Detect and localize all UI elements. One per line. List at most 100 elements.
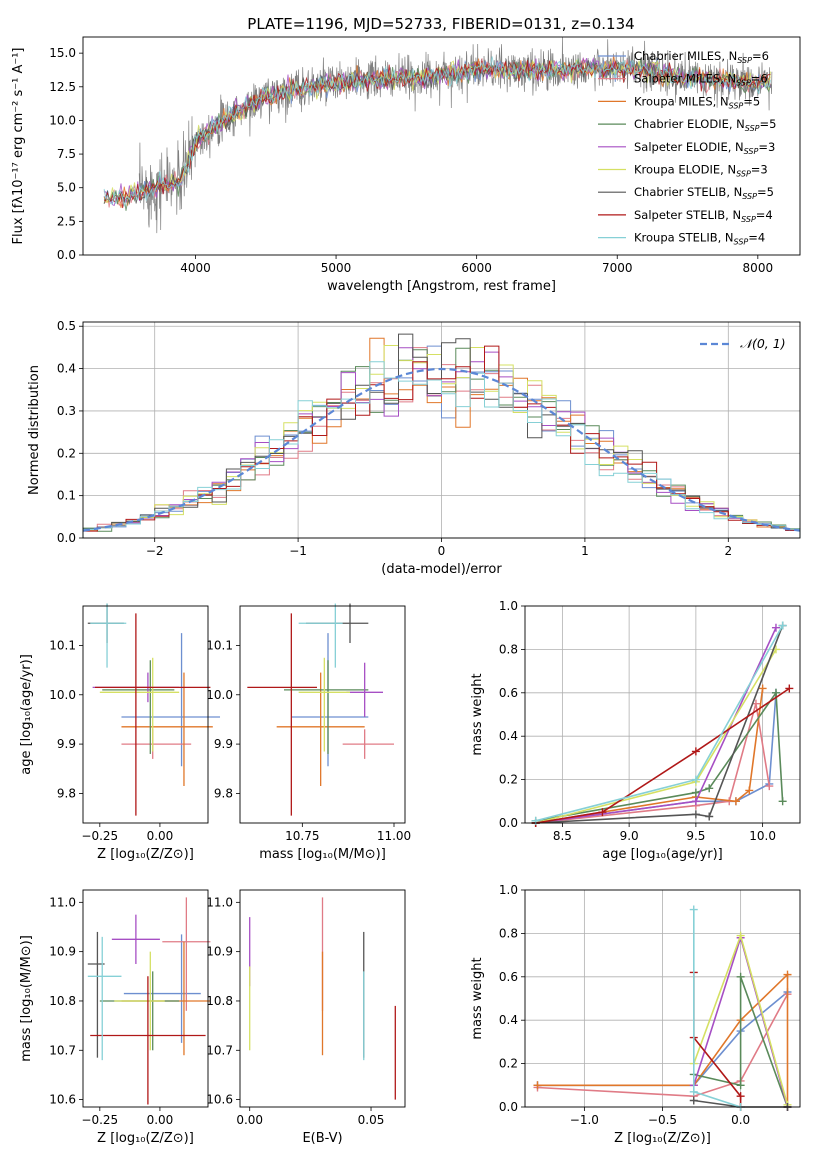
data-point-marker <box>736 1081 745 1090</box>
panel-3: −0.25 0.00 9.8 9.9 10.0 10.1 Z [log₁₀(Z/Z⊙)] ag… <box>19 603 221 862</box>
y-tick-label: 10.7 <box>206 1043 233 1057</box>
data-point-marker <box>736 1092 745 1101</box>
panel-4: 10.75 11.00 9.8 9.9 10.0 10.1 mass [log₁₀(M/M⊙… <box>206 603 411 862</box>
y-tick-label: 10.6 <box>206 1093 233 1107</box>
y-axis-label: Normed distribution <box>27 365 42 495</box>
legend-entry: Salpeter ELODIE, NSSP=3 <box>634 140 775 156</box>
normal-reference-curve <box>82 367 801 532</box>
data-point-marker <box>771 688 780 697</box>
y-tick-label: 0.3 <box>57 404 76 418</box>
y-tick-label: 11.0 <box>49 895 76 909</box>
data-point-marker <box>745 786 754 795</box>
data-point-marker <box>598 808 607 817</box>
y-tick-label: 10.0 <box>206 688 233 702</box>
legend-entry: 𝒩(0, 1) <box>740 336 786 351</box>
x-axis-label: Z [log₁₀(Z/Z⊙)] <box>97 1131 194 1146</box>
x-axis-label: wavelength [Angstrom, rest frame] <box>327 279 556 294</box>
y-tick-label: 0.4 <box>57 362 76 376</box>
y-tick-label: 9.9 <box>214 737 233 751</box>
axes-frame <box>82 889 209 1108</box>
x-tick-label: 4000 <box>180 261 211 275</box>
y-tick-label: 10.1 <box>49 638 76 652</box>
data-point-marker <box>705 784 714 793</box>
y-tick-label: 0.2 <box>57 446 76 460</box>
panel-8: −1.0 −0.5 0.0 0.0 0.2 0.4 0.6 0.8 1.0 Z [log₁₀(Z/… <box>470 883 801 1146</box>
errorbar-point <box>342 729 394 759</box>
y-axis-label: mass weight <box>470 673 485 755</box>
errorbar-point <box>121 672 213 787</box>
series-path <box>535 625 784 824</box>
y-tick-label: 10.0 <box>49 688 76 702</box>
data-point-marker <box>533 1081 542 1090</box>
y-tick-label: 10.8 <box>49 994 76 1008</box>
y-tick-label: 0.2 <box>499 773 518 787</box>
data-point-marker <box>691 775 700 784</box>
x-tick-label: 8000 <box>743 261 774 275</box>
x-tick-label: 8.5 <box>553 829 572 843</box>
x-axis-label: Z [log₁₀(Z/Z⊙)] <box>614 1131 711 1146</box>
model-spectrum-line <box>104 60 771 209</box>
data-point-marker <box>778 621 787 630</box>
y-tick-label: 0.4 <box>499 1013 518 1027</box>
errorbar-point <box>162 897 211 1011</box>
plot-area <box>87 603 221 816</box>
y-tick-label: 1.0 <box>499 883 518 897</box>
plot-area <box>533 905 792 1111</box>
errorbar-point <box>123 934 201 1043</box>
x-axis-label: Z [log₁₀(Z/Z⊙)] <box>97 847 194 862</box>
axes-frame <box>524 605 801 824</box>
errorbar-point <box>90 603 127 668</box>
x-tick-label: 2 <box>724 544 732 558</box>
legend: 𝒩(0, 1) <box>700 336 786 351</box>
x-tick-label: −0.25 <box>81 829 118 843</box>
data-point-marker <box>778 797 787 806</box>
x-tick-label: 9.5 <box>686 829 705 843</box>
data-point-marker <box>691 810 700 819</box>
y-axis-label: mass [log₁₀(M/M⊙)] <box>19 935 34 1062</box>
x-tick-label: 1 <box>581 544 589 558</box>
figure-title: PLATE=1196, MJD=52733, FIBERID=0131, z=0… <box>247 15 634 33</box>
x-tick-label: −0.25 <box>81 1113 118 1127</box>
panel-2: −2 −1 0 1 2 0.0 0.1 0.2 0.3 0.4 0.5 (data-model)/er… <box>27 319 801 577</box>
y-tick-label: 1.0 <box>499 599 518 613</box>
x-tick-label: −1.0 <box>570 1113 599 1127</box>
legend-entry: Kroupa ELODIE, NSSP=3 <box>634 163 768 179</box>
plot-area <box>531 621 794 827</box>
y-tick-label: 9.8 <box>214 786 233 800</box>
y-tick-label: 10.9 <box>206 945 233 959</box>
errorbar-point <box>99 657 180 752</box>
y-tick-label: 0.1 <box>57 489 76 503</box>
x-tick-label: 10.75 <box>285 829 319 843</box>
data-point-marker <box>736 972 745 981</box>
series-path <box>537 993 789 1098</box>
errorbar-point <box>284 660 369 754</box>
legend-entry: Chabrier ELODIE, NSSP=5 <box>634 117 776 133</box>
series-path <box>693 976 789 1108</box>
data-point-marker <box>758 684 767 693</box>
panel-5: 8.5 9.0 9.5 10.0 0.0 0.2 0.4 0.6 0.8 1.0 age [log₁… <box>470 599 801 862</box>
x-tick-label: −0.5 <box>648 1113 677 1127</box>
y-tick-label: 2.5 <box>57 214 76 228</box>
legend-entry: Salpeter STELIB, NSSP=4 <box>634 208 773 224</box>
y-tick-label: 5.0 <box>57 181 76 195</box>
y-tick-label: 10.0 <box>49 113 76 127</box>
y-tick-label: 11.0 <box>206 895 233 909</box>
x-tick-label: 0.05 <box>358 1113 385 1127</box>
plot-area <box>103 37 773 234</box>
data-point-marker <box>765 782 774 791</box>
data-point-marker <box>689 905 698 914</box>
errorbar-point <box>87 936 122 1061</box>
y-tick-label: 7.5 <box>57 147 76 161</box>
y-tick-label: 9.9 <box>57 737 76 751</box>
y-tick-label: 0.0 <box>499 816 518 830</box>
legend-entry: Chabrier STELIB, NSSP=5 <box>634 185 774 201</box>
data-point-marker <box>731 797 740 806</box>
axes-frame <box>239 889 406 1108</box>
axes-frame <box>82 605 209 824</box>
errorbar-point <box>90 976 206 1105</box>
data-point-marker <box>736 931 745 940</box>
data-point-marker <box>689 1087 698 1096</box>
y-tick-label: 10.6 <box>49 1093 76 1107</box>
y-tick-label: 0.8 <box>499 642 518 656</box>
